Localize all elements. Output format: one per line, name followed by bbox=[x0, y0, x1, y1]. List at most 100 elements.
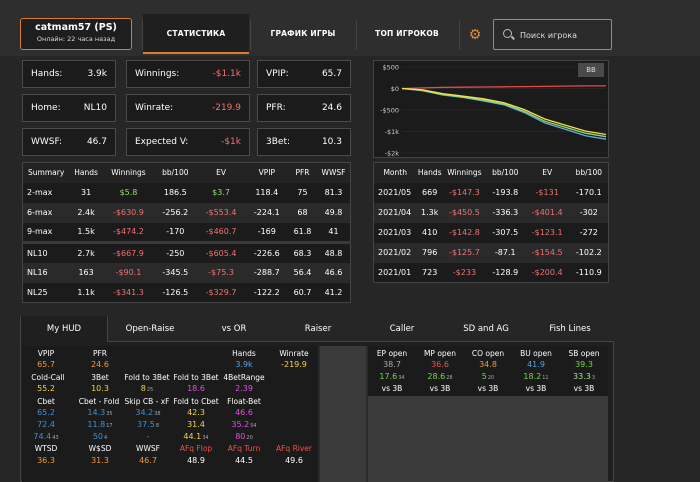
stat-winnings: Winnings: -$1.1k bbox=[126, 60, 250, 88]
tab-statistics[interactable]: СТАТИСТИКА bbox=[143, 14, 249, 54]
table-cell: -$460.7 bbox=[205, 227, 237, 237]
col-ev: EV bbox=[542, 168, 553, 178]
winnings-chart: $500 $0 -$500 -$1k -$2k BB bbox=[373, 60, 609, 158]
hud-label-afq-river: AFq River bbox=[275, 444, 313, 453]
player-card[interactable]: catmam57 (PS) Онлайн: 22 часа назад bbox=[20, 18, 132, 50]
table-row: 2021/03 410 -$142.8 -307.5 -$123.1 -272 bbox=[374, 223, 609, 243]
table-cell: -$200.4 bbox=[531, 267, 563, 277]
table-cell: 2021/05 bbox=[378, 188, 412, 197]
hud-label-wsd: W$SD bbox=[88, 444, 112, 453]
chart-series-line bbox=[401, 87, 607, 138]
hud-tab-sd-and-ag[interactable]: SD and AG bbox=[463, 324, 509, 334]
table-cell: 2.4k bbox=[77, 208, 95, 217]
table-cell: -$605.4 bbox=[196, 241, 246, 263]
hud-value-bu-vs3b: 18.211 bbox=[512, 372, 560, 381]
nav-divider bbox=[356, 20, 357, 50]
table-cell: NL25 bbox=[27, 287, 48, 297]
chart-y-tick-label: -$1k bbox=[385, 128, 400, 136]
table-cell: -128.9 bbox=[492, 267, 519, 277]
table-cell: -307.5 bbox=[492, 228, 519, 237]
hud-value-vpip: 65.7 bbox=[37, 360, 55, 369]
table-row: 6-max 2.4k -$630.9 -256.2 -$553.4 -224.1… bbox=[22, 202, 351, 223]
table-cell: 60.7 bbox=[293, 287, 312, 297]
hud-label-mp-open: MP open bbox=[423, 349, 457, 358]
chart-y-tick-label: -$2k bbox=[385, 150, 400, 158]
table-cell: -226.6 bbox=[245, 241, 288, 263]
table-cell: 796 bbox=[422, 248, 438, 257]
table-cell: -336.3 bbox=[492, 208, 519, 217]
hud-sample: 4 bbox=[104, 435, 108, 441]
hud-value: 74.4 bbox=[33, 432, 52, 441]
player-search[interactable] bbox=[493, 19, 612, 50]
hud-value: 5 bbox=[481, 372, 487, 381]
search-input[interactable] bbox=[520, 27, 608, 43]
table-cell: -$123.1 bbox=[531, 228, 563, 237]
hud-tab-open-raise[interactable]: Open-Raise bbox=[125, 324, 175, 334]
table-cell: -122.2 bbox=[253, 287, 280, 297]
hud-label-afq-flop: AFq Flop bbox=[179, 444, 213, 453]
hud-label-vs3b: vs 3B bbox=[429, 384, 451, 393]
table-cell: -302 bbox=[579, 208, 598, 217]
stat-value: 3.9k bbox=[87, 69, 107, 79]
hud-value-hands: 3.9k bbox=[235, 360, 253, 369]
hud-value-fold-cbet-river: 44.134 bbox=[172, 432, 220, 441]
hud-value-ep-vs3b: 17.634 bbox=[368, 372, 416, 381]
hud-value-wtsd: 36.3 bbox=[37, 456, 55, 465]
tab-game-graph[interactable]: ГРАФИК ИГРЫ bbox=[270, 29, 336, 38]
hud-tab-caller[interactable]: Caller bbox=[389, 324, 415, 334]
hud-label-vs3b: vs 3B bbox=[573, 384, 595, 393]
gear-icon[interactable]: ⚙ bbox=[468, 27, 482, 43]
table-cell: 68.3 bbox=[287, 241, 317, 263]
hud-label-skip-cb: Skip CB - xF bbox=[124, 397, 170, 406]
hud-tab-raiser[interactable]: Raiser bbox=[304, 324, 332, 334]
hud-value: 33.3 bbox=[573, 372, 591, 381]
table-cell: 2021/01 bbox=[378, 267, 412, 277]
hud-value-skip-turn: 37.58 bbox=[126, 420, 170, 429]
table-cell: 49.8 bbox=[324, 208, 343, 217]
hud-value: 28.6 bbox=[427, 372, 446, 381]
hud-sample: 11 bbox=[542, 375, 549, 381]
hud-value-mp-open: 36.6 bbox=[431, 360, 449, 369]
table-cell: 31 bbox=[80, 188, 92, 197]
hud-value-ep-open: 38.7 bbox=[383, 360, 401, 369]
stat-3bet: 3Bet: 10.3 bbox=[257, 128, 351, 156]
col-pfr: PFR bbox=[295, 168, 310, 178]
tab-top-players[interactable]: ТОП ИГРОКОВ bbox=[375, 29, 439, 38]
stat-home: Home: NL10 bbox=[22, 94, 116, 122]
table-cell: 1.3k bbox=[421, 208, 439, 217]
stat-value: 10.3 bbox=[321, 137, 342, 147]
hud-sample: 43 bbox=[52, 435, 59, 441]
hud-label-winrate: Winrate bbox=[279, 349, 309, 358]
table-cell: 9-max bbox=[27, 227, 53, 237]
hud-tab-fish-lines[interactable]: Fish Lines bbox=[549, 324, 591, 334]
table-cell: -$667.9 bbox=[102, 241, 155, 263]
hud-main-block bbox=[22, 346, 318, 482]
table-cell: 1.5k bbox=[77, 227, 95, 237]
table-cell: 56.4 bbox=[293, 268, 312, 277]
col-hands: Hands bbox=[74, 168, 98, 178]
col-bb100: bb/100 bbox=[162, 168, 189, 178]
hud-sample: 35 bbox=[106, 411, 113, 417]
table-cell: -193.8 bbox=[492, 188, 519, 197]
hud-sample: 28 bbox=[446, 375, 453, 381]
hud-tab-vs-or[interactable]: vs OR bbox=[221, 324, 247, 334]
table-cell: -$450.5 bbox=[448, 208, 480, 217]
table-cell: 723 bbox=[422, 267, 438, 277]
hud-value-winrate: -219.9 bbox=[281, 360, 307, 369]
summary-table: Summary Hands Winnings bb/100 EV VPIP PF… bbox=[22, 162, 351, 303]
player-name: catmam57 (PS) bbox=[35, 22, 117, 33]
hud-value-sb-open: 39.3 bbox=[575, 360, 593, 369]
table-cell: -$329.7 bbox=[205, 287, 237, 297]
hud-label-cbet: Cbet bbox=[37, 397, 55, 406]
table-cell: $3.7 bbox=[212, 188, 230, 197]
stat-wwsf: WWSF: 46.7 bbox=[22, 128, 116, 156]
chart-series-line bbox=[401, 87, 607, 136]
table-cell: -$474.2 bbox=[113, 227, 144, 237]
hud-label-fold-to-3bet-b: Fold to 3Bet bbox=[173, 373, 219, 382]
table-cell: NL10 bbox=[22, 241, 70, 263]
hud-value-fold-cbet-turn: 31.4 bbox=[187, 420, 205, 429]
hud-value-float-flop: 46.6 bbox=[235, 408, 253, 417]
table-cell: -126.5 bbox=[162, 287, 189, 297]
bb-toggle-button[interactable]: BB bbox=[578, 63, 604, 77]
hud-tab-my-hud[interactable]: My HUD bbox=[20, 316, 108, 342]
